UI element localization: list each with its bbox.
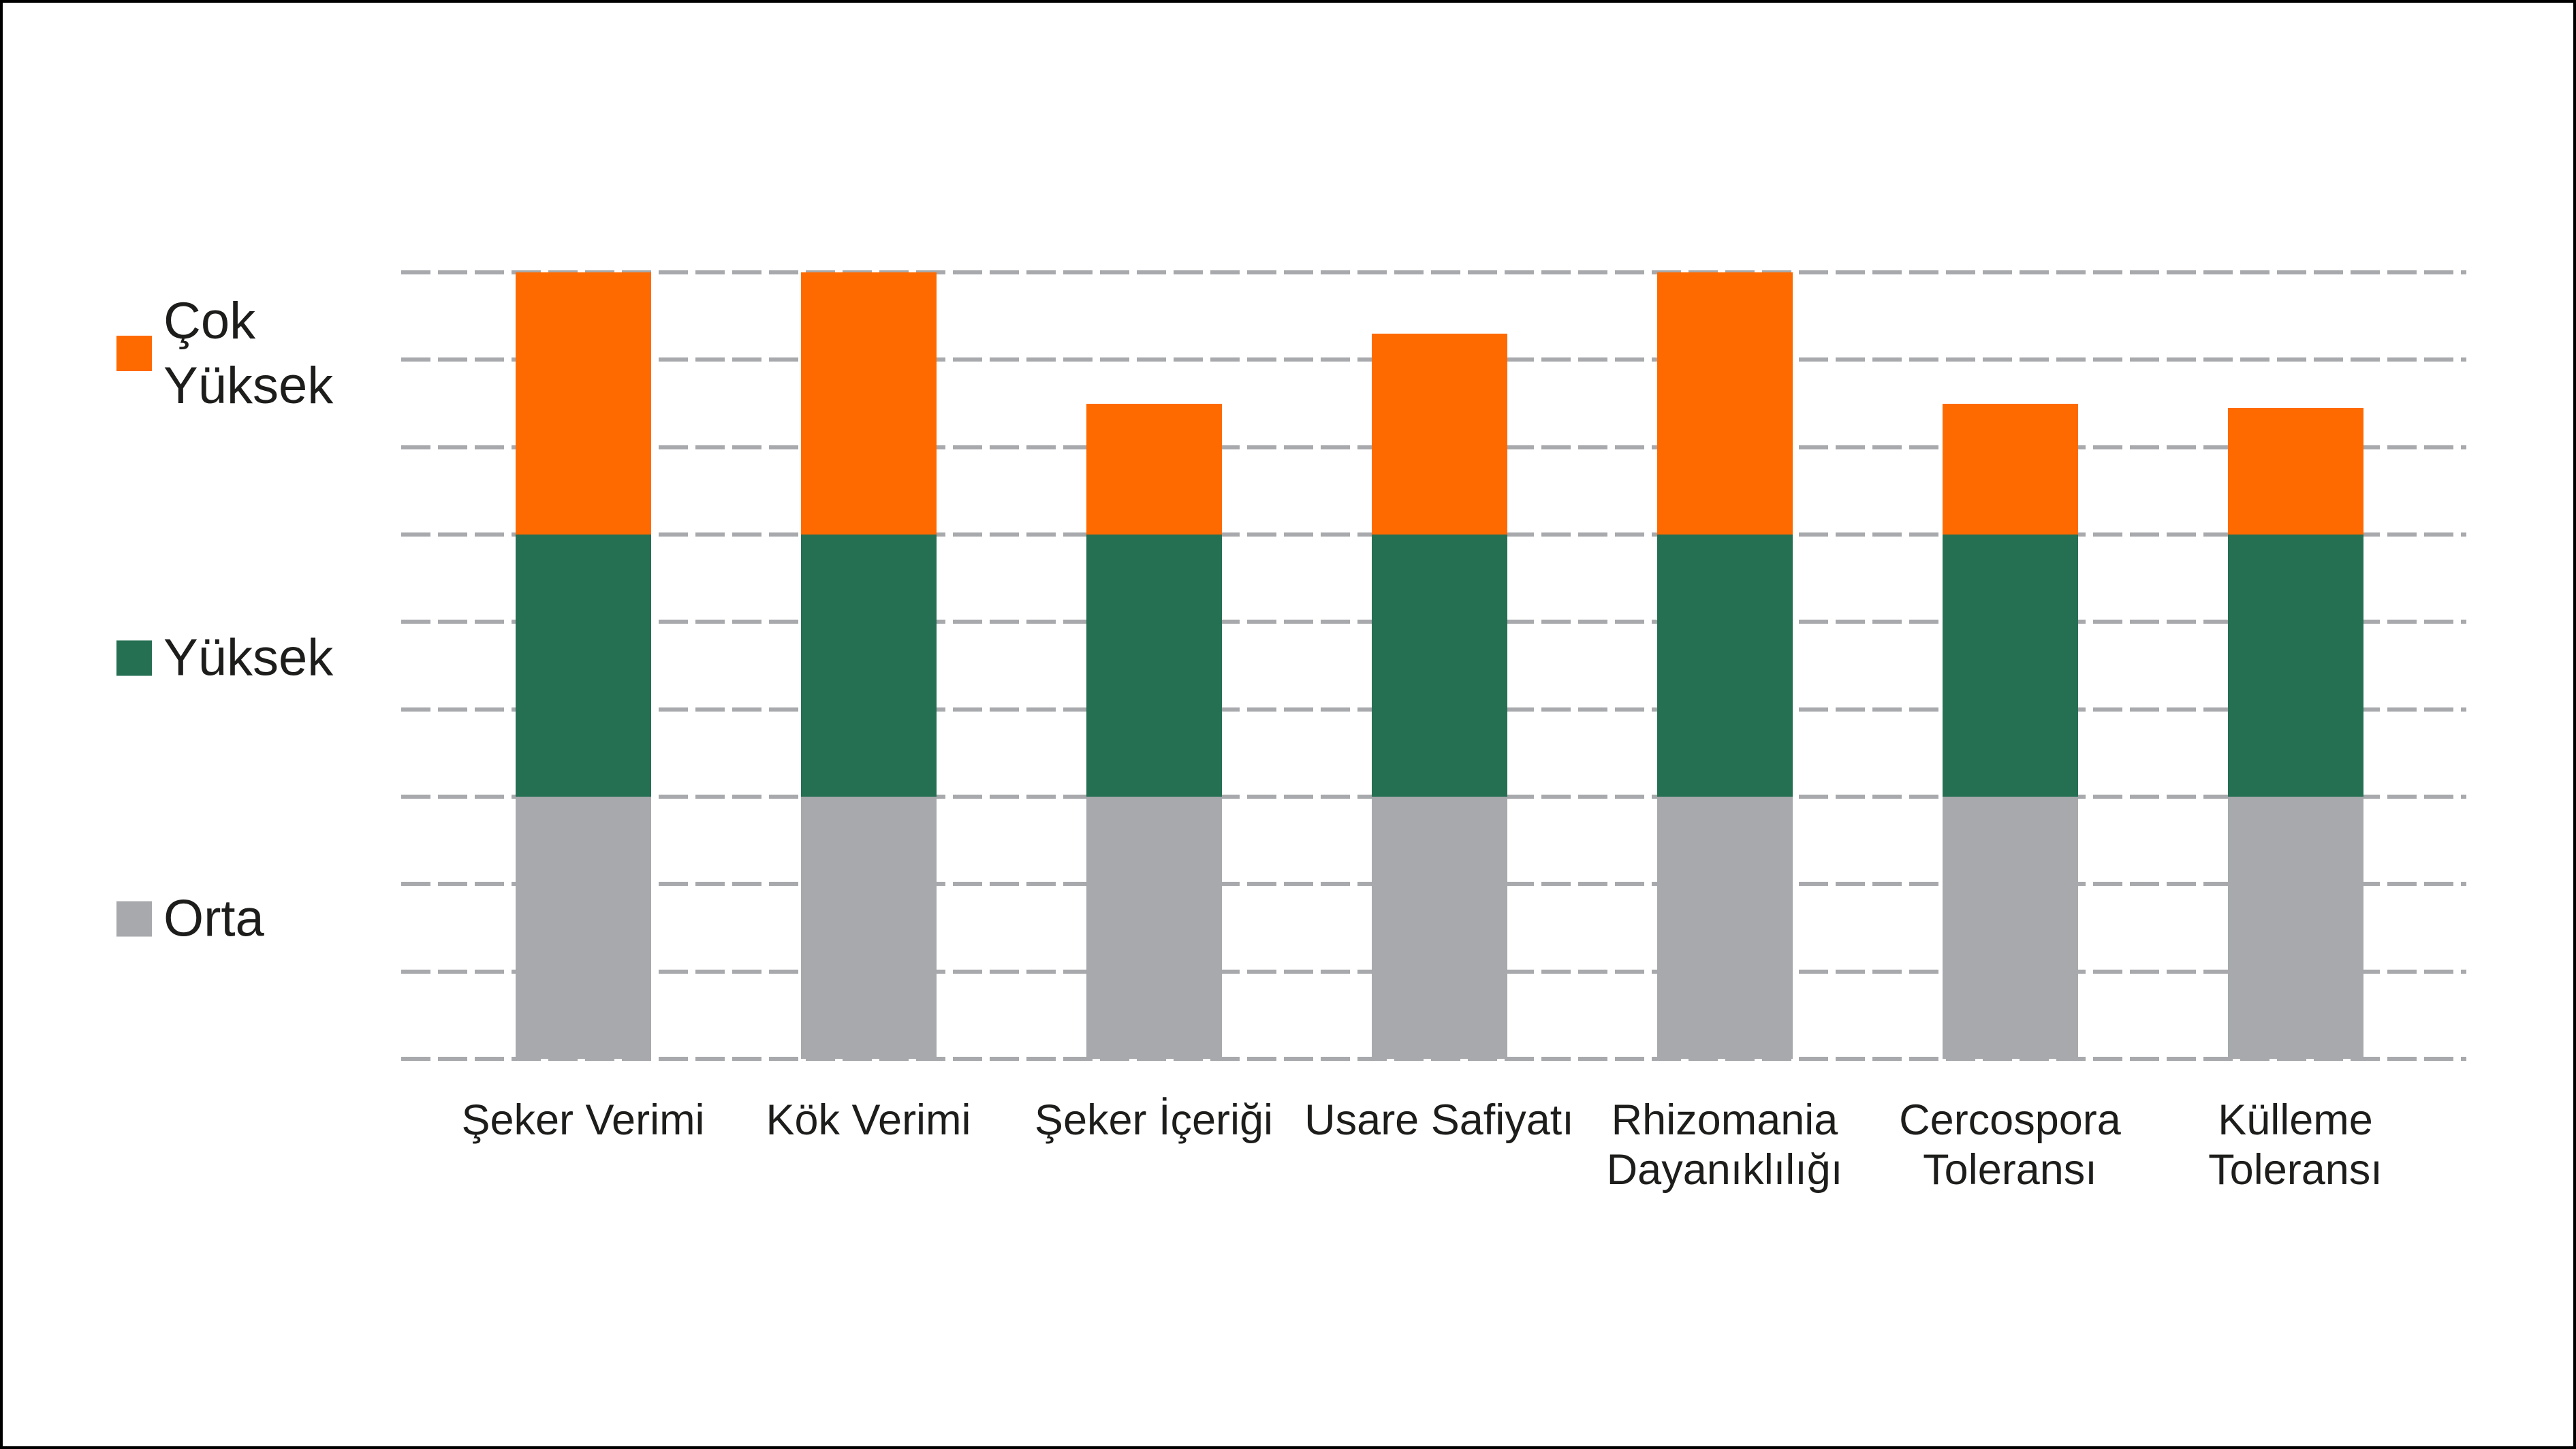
bar-segment-usare-safiyati-orta bbox=[1371, 797, 1507, 1059]
bar-segment-rhizomania-dayanikliligi-orta bbox=[1656, 797, 1793, 1059]
legend-item-yuksek: Yüksek bbox=[116, 626, 333, 690]
bar-segment-kulleme-toleransi-orta bbox=[2227, 797, 2363, 1059]
bar-segment-cercospora-toleransi-cok-yuksek bbox=[1942, 403, 2078, 535]
bar-segment-kok-verimi-yuksek bbox=[800, 535, 937, 797]
x-axis-label-rhizomania-dayanikliligi: Rhizomania Dayanıklılığı bbox=[1606, 1096, 1843, 1194]
bar-segment-rhizomania-dayanikliligi-yuksek bbox=[1656, 535, 1793, 797]
legend-swatch-yuksek-icon bbox=[116, 640, 152, 675]
legend-label-cok-yuksek: Çok Yüksek bbox=[163, 292, 334, 415]
bar-seker-verimi bbox=[515, 272, 651, 1059]
x-axis-label-kulleme-toleransi: Külleme Toleransı bbox=[2208, 1096, 2383, 1194]
bar-segment-rhizomania-dayanikliligi-cok-yuksek bbox=[1656, 272, 1793, 535]
bar-kok-verimi bbox=[800, 272, 937, 1059]
plot-area bbox=[401, 270, 2466, 1061]
bar-segment-kulleme-toleransi-cok-yuksek bbox=[2227, 407, 2363, 535]
bar-segment-seker-icerigi-orta bbox=[1086, 797, 1222, 1059]
chart-legend: Çok Yüksek Yüksek Orta bbox=[116, 3, 498, 1446]
gridline-0 bbox=[401, 270, 2466, 274]
bar-usare-safiyati bbox=[1371, 333, 1507, 1059]
x-axis-label-seker-verimi: Şeker Verimi bbox=[461, 1096, 705, 1144]
bar-segment-kulleme-toleransi-yuksek bbox=[2227, 535, 2363, 797]
bar-segment-kok-verimi-orta bbox=[800, 797, 937, 1059]
bar-segment-seker-icerigi-cok-yuksek bbox=[1086, 403, 1222, 535]
x-axis-label-seker-icerigi: Şeker İçeriği bbox=[1034, 1096, 1274, 1144]
legend-label-orta: Orta bbox=[163, 889, 264, 948]
x-axis-label-kok-verimi: Kök Verimi bbox=[766, 1096, 971, 1144]
bar-rhizomania-dayanikliligi bbox=[1656, 272, 1793, 1059]
legend-item-cok-yuksek: Çok Yüksek bbox=[116, 289, 333, 418]
legend-label-yuksek: Yüksek bbox=[163, 628, 334, 687]
bar-segment-usare-safiyati-yuksek bbox=[1371, 535, 1507, 797]
legend-swatch-orta-icon bbox=[116, 901, 152, 936]
bar-segment-kok-verimi-cok-yuksek bbox=[800, 272, 937, 535]
bar-segment-seker-icerigi-yuksek bbox=[1086, 535, 1222, 797]
legend-item-orta: Orta bbox=[116, 887, 264, 951]
bar-kulleme-toleransi bbox=[2227, 407, 2363, 1059]
bar-segment-seker-verimi-cok-yuksek bbox=[515, 272, 651, 535]
bar-cercospora-toleransi bbox=[1942, 403, 2078, 1059]
x-axis-label-cercospora-toleransi: Cercospora Toleransı bbox=[1899, 1096, 2121, 1194]
x-axis-label-usare-safiyati: Usare Safiyatı bbox=[1304, 1096, 1574, 1144]
bar-seker-icerigi bbox=[1086, 403, 1222, 1059]
bar-segment-cercospora-toleransi-yuksek bbox=[1942, 535, 2078, 797]
bar-segment-seker-verimi-yuksek bbox=[515, 535, 651, 797]
legend-swatch-cok-yuksek-icon bbox=[116, 336, 152, 371]
x-axis-labels: Şeker Verimi Kök Verimi Şeker İçeriği Usare… bbox=[3, 3, 2573, 1446]
bar-segment-usare-safiyati-cok-yuksek bbox=[1371, 333, 1507, 535]
bar-segment-seker-verimi-orta bbox=[515, 797, 651, 1059]
bar-segment-cercospora-toleransi-orta bbox=[1942, 797, 2078, 1059]
